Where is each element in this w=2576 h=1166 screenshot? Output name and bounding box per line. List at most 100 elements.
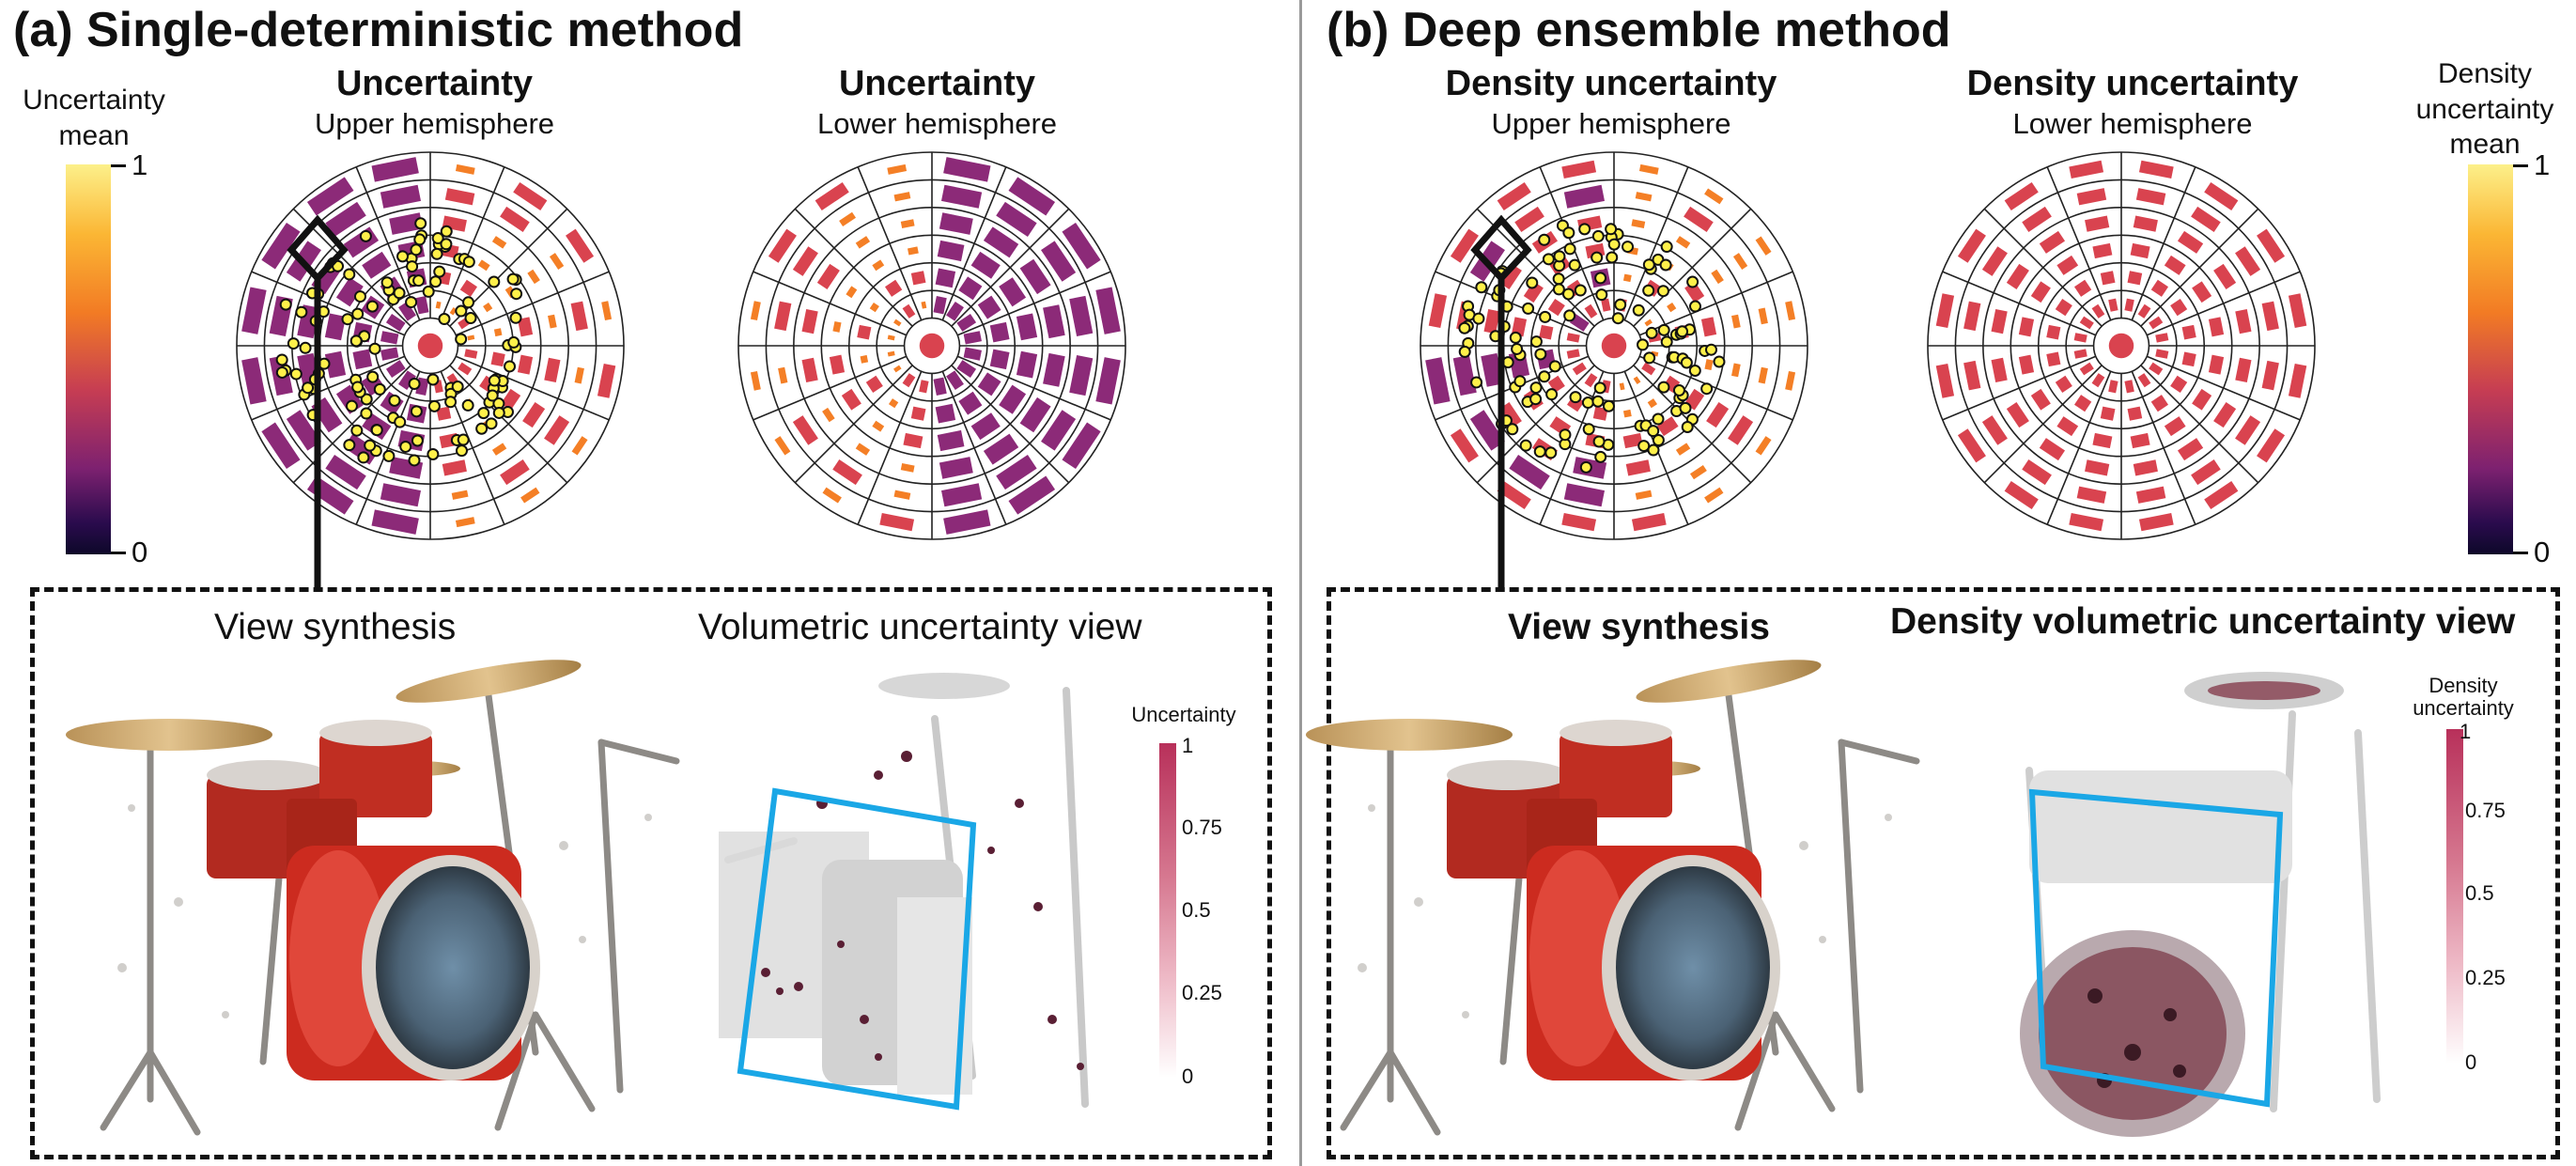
camera-view-dot[interactable] — [1529, 335, 1543, 349]
camera-view-dot[interactable] — [1647, 425, 1660, 438]
camera-view-dot[interactable] — [1657, 323, 1670, 336]
camera-view-dot[interactable] — [507, 335, 520, 349]
camera-view-dot[interactable] — [1522, 302, 1535, 315]
camera-view-dot[interactable] — [1688, 300, 1701, 313]
camera-view-dot[interactable] — [427, 373, 440, 386]
camera-view-dot[interactable] — [510, 288, 523, 301]
camera-view-dot[interactable] — [411, 434, 424, 447]
camera-view-dot[interactable] — [1509, 331, 1522, 344]
camera-view-dot[interactable] — [393, 287, 406, 300]
camera-view-dot[interactable] — [475, 422, 489, 435]
camera-view-dot[interactable] — [1672, 383, 1685, 396]
camera-view-dot[interactable] — [366, 370, 380, 383]
camera-view-dot[interactable] — [405, 296, 418, 309]
camera-view-dot[interactable] — [506, 272, 520, 286]
camera-view-dot[interactable] — [1681, 420, 1694, 433]
camera-view-dot[interactable] — [299, 341, 312, 354]
camera-view-dot[interactable] — [1458, 345, 1471, 358]
camera-view-dot[interactable] — [1539, 310, 1552, 323]
camera-view-dot[interactable] — [275, 365, 288, 379]
camera-view-dot[interactable] — [1611, 312, 1624, 325]
camera-view-dot[interactable] — [1526, 276, 1539, 289]
camera-view-dot[interactable] — [430, 247, 443, 260]
camera-view-dot[interactable] — [431, 232, 444, 245]
camera-view-dot[interactable] — [461, 398, 474, 412]
camera-view-dot[interactable] — [1529, 381, 1543, 395]
camera-view-dot[interactable] — [1659, 258, 1672, 272]
camera-view-dot[interactable] — [1605, 223, 1618, 236]
camera-view-dot[interactable] — [509, 311, 522, 324]
camera-view-dot[interactable] — [1511, 342, 1524, 355]
camera-view-dot[interactable] — [1679, 401, 1692, 414]
camera-view-dot[interactable] — [455, 444, 468, 458]
camera-view-dot[interactable] — [429, 275, 442, 288]
camera-view-dot[interactable] — [364, 439, 377, 452]
camera-view-dot[interactable] — [1519, 439, 1532, 452]
camera-view-dot[interactable] — [1642, 258, 1655, 272]
camera-view-dot[interactable] — [1458, 321, 1471, 334]
camera-view-dot[interactable] — [1578, 223, 1591, 236]
camera-view-dot[interactable] — [1632, 303, 1645, 317]
camera-view-dot[interactable] — [1595, 288, 1608, 302]
camera-view-dot[interactable] — [1470, 376, 1483, 389]
camera-view-dot[interactable] — [1656, 285, 1669, 298]
camera-view-dot[interactable] — [408, 454, 421, 467]
camera-view-dot[interactable] — [368, 342, 381, 355]
camera-view-dot[interactable] — [1607, 238, 1621, 251]
camera-view-dot[interactable] — [504, 360, 517, 373]
camera-view-dot[interactable] — [1569, 391, 1582, 404]
camera-view-dot[interactable] — [440, 238, 453, 251]
camera-view-dot[interactable] — [462, 296, 475, 309]
camera-view-dot[interactable] — [412, 274, 426, 288]
camera-view-dot[interactable] — [451, 381, 464, 394]
camera-view-dot[interactable] — [1563, 309, 1576, 322]
camera-view-dot[interactable] — [455, 304, 468, 318]
camera-view-dot[interactable] — [1534, 348, 1547, 361]
camera-view-dot[interactable] — [1594, 450, 1607, 463]
camera-view-dot[interactable] — [406, 260, 419, 273]
camera-view-dot[interactable] — [279, 298, 292, 311]
camera-view-dot[interactable] — [1544, 446, 1558, 459]
camera-view-dot[interactable] — [1614, 298, 1627, 311]
camera-view-dot[interactable] — [360, 393, 373, 406]
camera-view-dot[interactable] — [1562, 288, 1575, 301]
camera-view-dot[interactable] — [1647, 443, 1660, 457]
camera-view-dot[interactable] — [351, 381, 365, 394]
camera-view-dot[interactable] — [1592, 435, 1606, 448]
camera-view-dot[interactable] — [1622, 241, 1635, 254]
camera-view-dot[interactable] — [1637, 338, 1650, 351]
camera-view-dot[interactable] — [1660, 241, 1673, 254]
camera-view-dot[interactable] — [492, 406, 505, 419]
camera-view-dot[interactable] — [1574, 284, 1587, 297]
camera-view-dot[interactable] — [1529, 393, 1543, 406]
camera-view-dot[interactable] — [1475, 281, 1488, 294]
camera-view-dot[interactable] — [1637, 440, 1651, 453]
camera-view-dot[interactable] — [1513, 375, 1527, 388]
camera-view-dot[interactable] — [1680, 356, 1693, 369]
camera-view-dot[interactable] — [1582, 423, 1595, 436]
camera-view-dot[interactable] — [1545, 388, 1559, 401]
camera-view-dot[interactable] — [353, 290, 366, 303]
camera-view-dot[interactable] — [1506, 423, 1519, 436]
camera-view-dot[interactable] — [1591, 251, 1604, 264]
camera-view-dot[interactable] — [359, 229, 372, 242]
camera-view-dot[interactable] — [1643, 351, 1656, 365]
camera-view-dot[interactable] — [444, 396, 458, 409]
camera-view-dot[interactable] — [1606, 251, 1619, 264]
camera-view-dot[interactable] — [343, 268, 356, 281]
camera-view-dot[interactable] — [1645, 326, 1658, 339]
camera-view-dot[interactable] — [1538, 370, 1551, 383]
camera-view-dot[interactable] — [440, 225, 453, 238]
camera-view-dot[interactable] — [427, 447, 440, 460]
camera-view-dot[interactable] — [1562, 226, 1575, 240]
camera-view-dot[interactable] — [1657, 381, 1670, 394]
camera-view-dot[interactable] — [1581, 396, 1594, 410]
camera-view-dot[interactable] — [488, 374, 501, 387]
camera-view-dot[interactable] — [1542, 253, 1555, 266]
camera-view-dot[interactable] — [488, 275, 501, 288]
camera-view-dot[interactable] — [438, 313, 451, 326]
camera-view-dot[interactable] — [365, 300, 379, 313]
camera-view-dot[interactable] — [1553, 250, 1566, 263]
camera-view-dot[interactable] — [343, 439, 356, 452]
camera-view-dot[interactable] — [1713, 355, 1726, 368]
